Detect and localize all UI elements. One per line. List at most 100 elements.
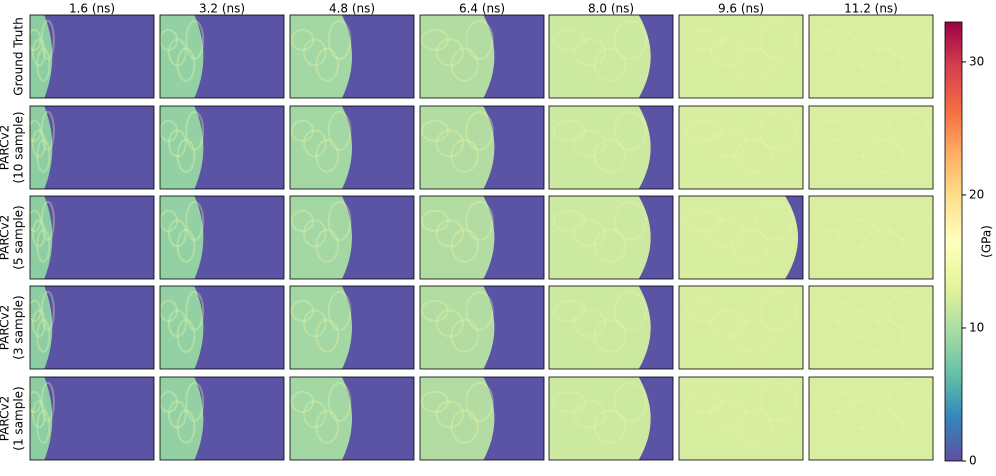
panel-texture xyxy=(185,19,205,60)
panel-field xyxy=(679,377,803,460)
panel-texture xyxy=(303,129,327,158)
panel-texture xyxy=(40,200,55,241)
panel-field xyxy=(549,377,651,460)
panel-frame xyxy=(289,376,415,461)
panel-field xyxy=(679,196,799,279)
panel-texture xyxy=(759,19,798,60)
panel-frame xyxy=(29,195,155,280)
panel-texture xyxy=(709,129,748,158)
panel-frame xyxy=(678,14,804,99)
panel-texture xyxy=(27,119,42,142)
panel-frame xyxy=(289,285,415,370)
panel-field xyxy=(809,196,933,279)
panel-texture xyxy=(315,138,340,173)
panel-texture xyxy=(837,309,880,338)
row-label: PARCv2 xyxy=(0,396,12,442)
panel-field xyxy=(679,106,803,189)
panel-texture xyxy=(465,381,494,422)
panel-texture xyxy=(27,390,42,413)
panel-frame xyxy=(29,105,155,190)
colorbar-label: (GPa) xyxy=(980,225,994,258)
panel-field xyxy=(549,15,651,98)
panel-texture xyxy=(303,309,327,338)
panel-texture xyxy=(759,110,798,151)
panel-texture xyxy=(167,309,187,338)
panel-texture xyxy=(734,318,773,353)
panel-texture xyxy=(552,390,586,413)
panel-texture xyxy=(886,381,930,422)
panel-texture xyxy=(683,209,722,232)
panel-field xyxy=(420,377,495,460)
panel-texture xyxy=(315,47,340,82)
panel-frame xyxy=(159,14,285,99)
column-title: 1.6 (ns) xyxy=(69,2,115,16)
panel-frame xyxy=(419,376,545,461)
panel-field xyxy=(679,286,803,369)
panel-field xyxy=(549,286,651,369)
panel-texture xyxy=(450,138,479,173)
panel-texture xyxy=(303,400,327,429)
panel-field xyxy=(160,196,204,279)
panel-frame xyxy=(678,376,804,461)
panel-texture xyxy=(31,219,46,248)
panel-texture xyxy=(315,318,340,353)
colorbar-tick-label: 30 xyxy=(969,54,984,68)
panel-field xyxy=(160,106,204,189)
panel-field xyxy=(160,15,204,98)
panel-texture xyxy=(709,38,748,67)
panel-field xyxy=(420,196,495,279)
panel-field xyxy=(30,286,53,369)
panel-texture xyxy=(862,47,905,82)
panel-frame xyxy=(419,14,545,99)
panel-frame xyxy=(159,285,285,370)
panel-frame xyxy=(808,14,934,99)
panel-texture xyxy=(837,38,880,67)
panel-texture xyxy=(613,19,647,60)
panel-field xyxy=(549,196,651,279)
panel-texture xyxy=(552,209,586,232)
panel-frame xyxy=(289,14,415,99)
panel-texture xyxy=(593,318,627,353)
panel-texture xyxy=(837,219,880,248)
panel-texture xyxy=(303,38,327,67)
panel-texture xyxy=(420,299,450,322)
panel-texture xyxy=(812,209,856,232)
row-label: PARCv2 xyxy=(0,215,12,261)
panel-field xyxy=(420,15,495,98)
colorbar xyxy=(944,21,963,462)
panel-texture xyxy=(684,119,723,142)
panel-field xyxy=(549,106,651,189)
panel-texture xyxy=(167,219,187,248)
panel-texture xyxy=(886,200,930,241)
panel-texture xyxy=(40,110,55,151)
panel-texture xyxy=(613,290,647,331)
column-title: 3.2 (ns) xyxy=(199,2,245,16)
panel-field xyxy=(420,286,495,369)
panel-texture xyxy=(465,290,494,331)
panel-field xyxy=(420,106,495,189)
panel-texture xyxy=(435,219,464,248)
panel-texture xyxy=(613,200,647,241)
panel-field xyxy=(160,377,204,460)
panel-texture xyxy=(290,209,315,232)
panel-texture xyxy=(167,129,187,158)
panel-texture xyxy=(450,228,479,263)
panel-frame xyxy=(159,376,285,461)
panel-frame xyxy=(678,195,804,280)
panel-field xyxy=(679,15,803,98)
panel-field xyxy=(290,15,352,98)
panel-field xyxy=(30,196,53,279)
panel-texture xyxy=(27,209,42,232)
panel-frame xyxy=(548,285,674,370)
panel-frame xyxy=(289,195,415,280)
panel-frame xyxy=(419,285,545,370)
panel-texture xyxy=(450,318,479,353)
panel-frame xyxy=(159,105,285,190)
panel-texture xyxy=(812,28,856,51)
panel-texture xyxy=(420,209,450,232)
panel-texture xyxy=(27,299,42,322)
panel-texture xyxy=(573,129,607,158)
panel-texture xyxy=(290,390,315,413)
panel-texture xyxy=(290,28,315,51)
panel-texture xyxy=(862,409,905,444)
